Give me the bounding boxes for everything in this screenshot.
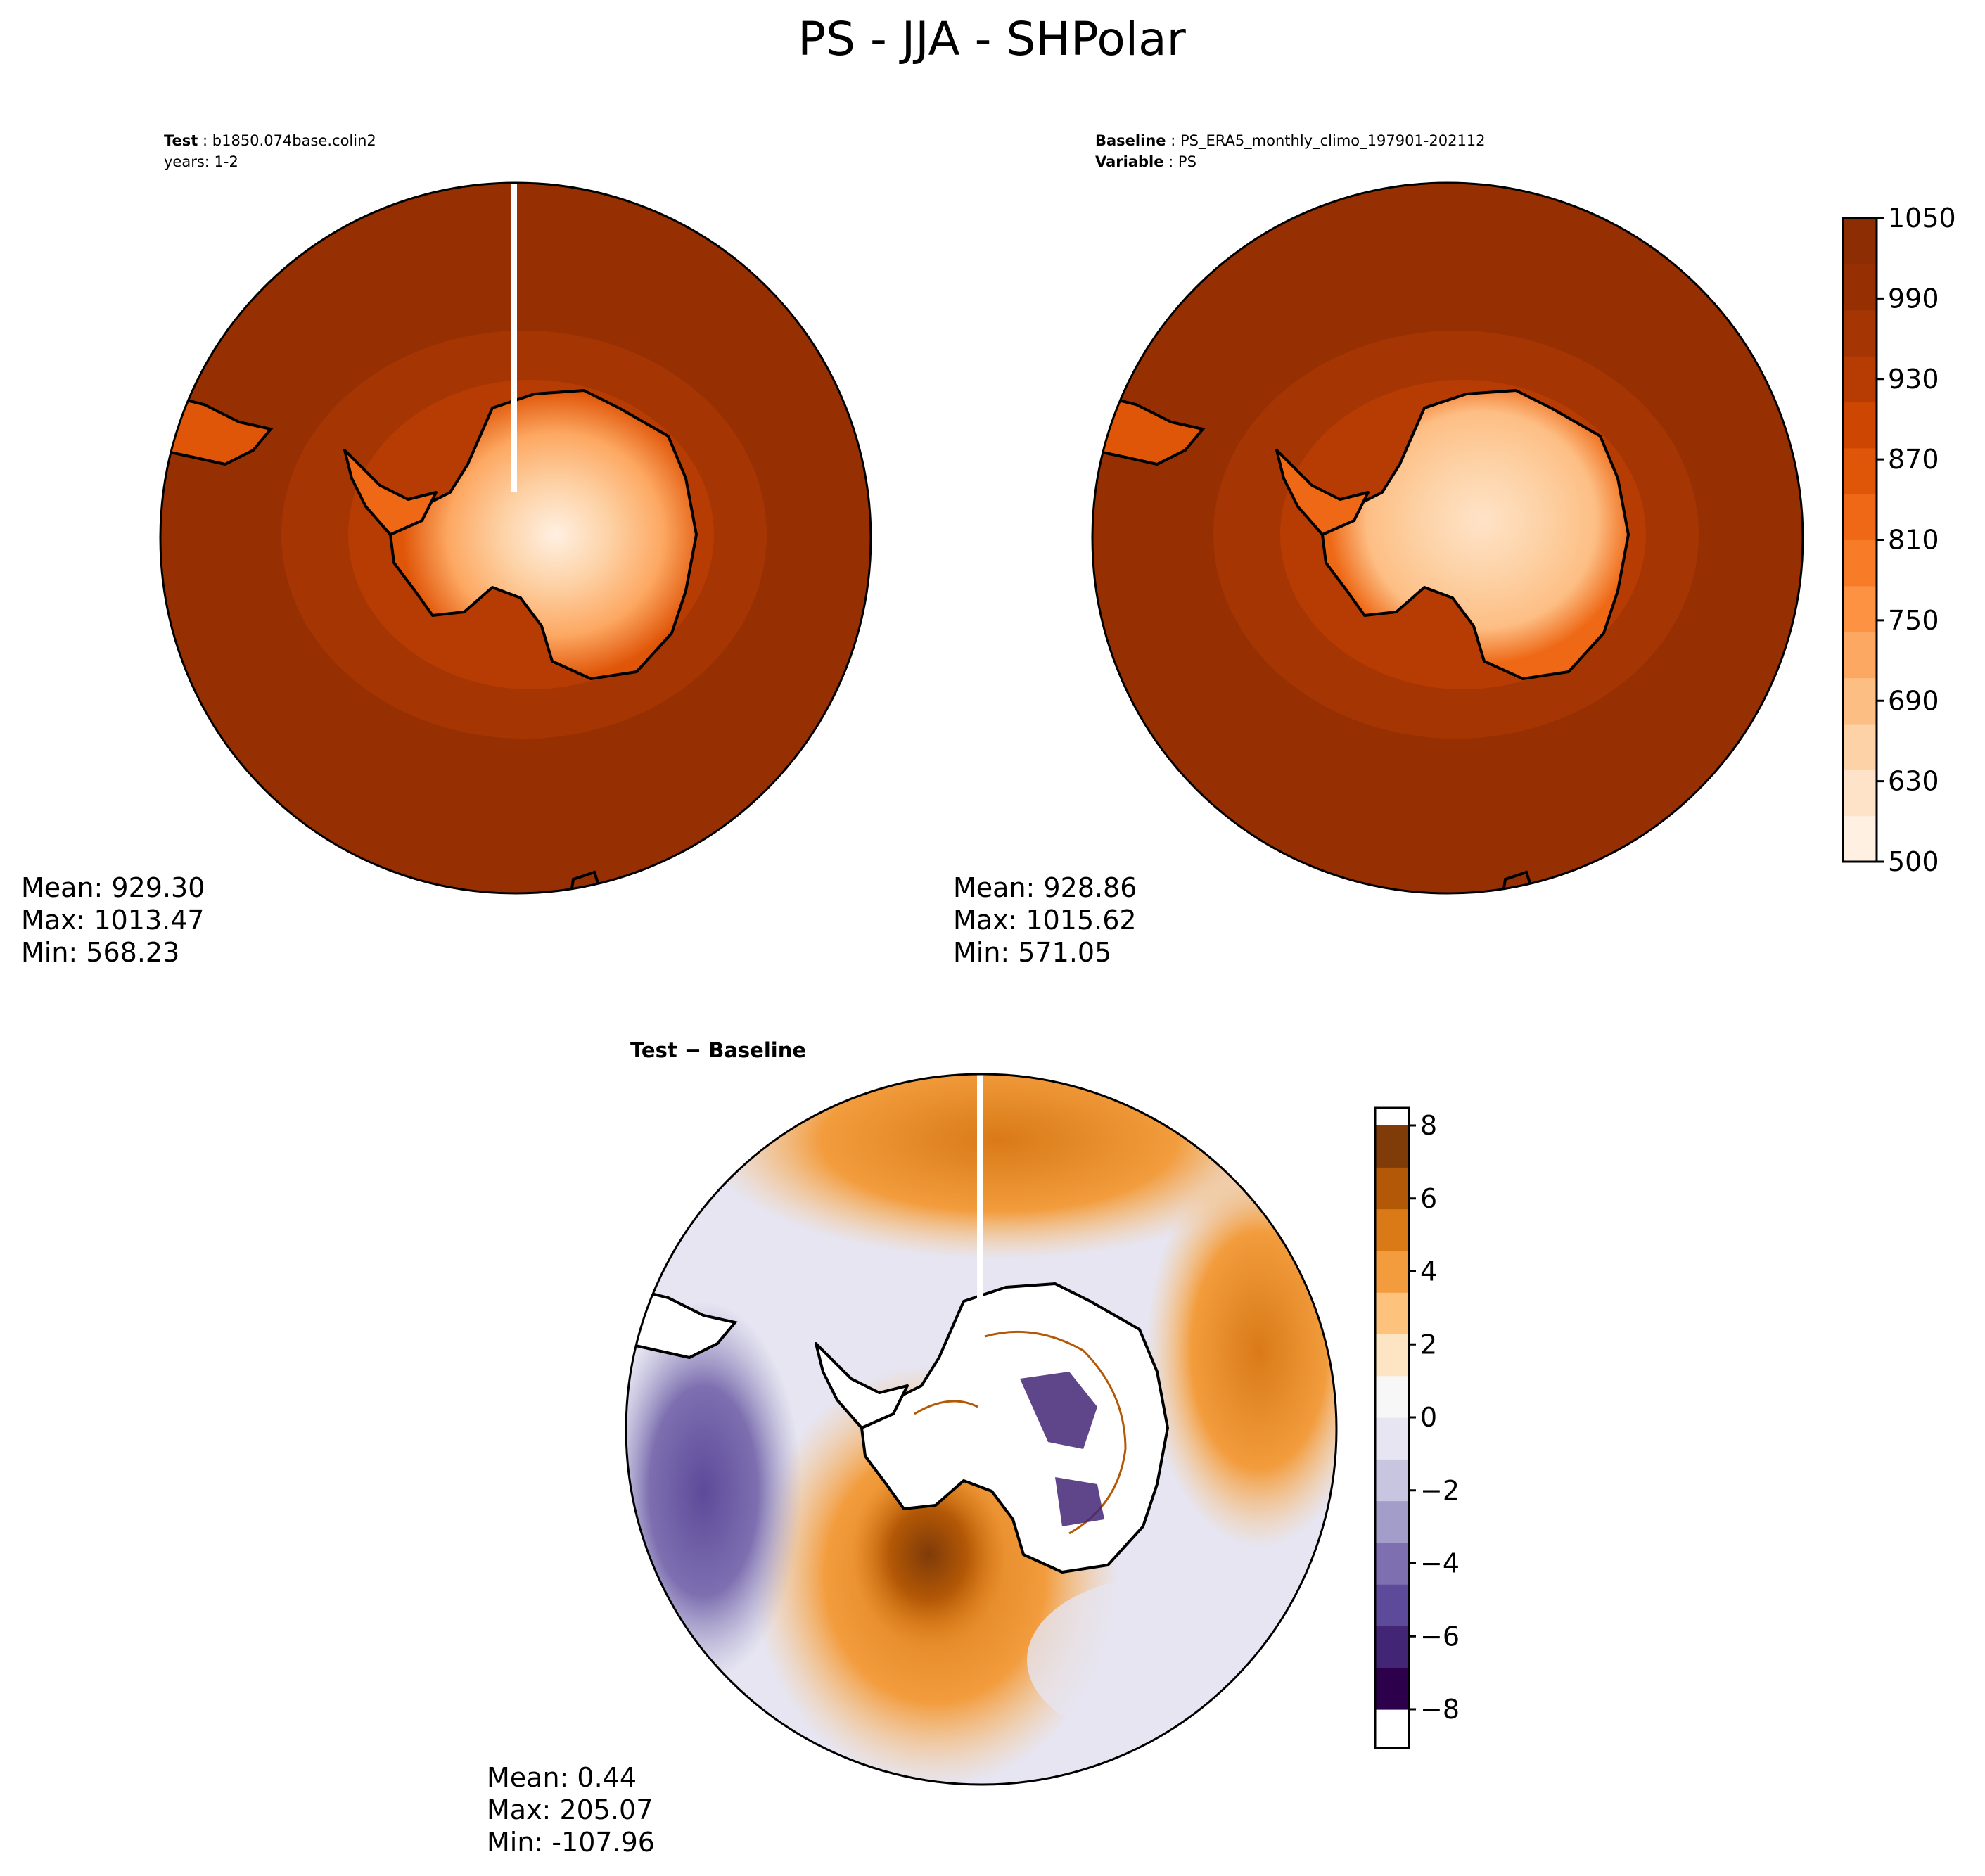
test-stat-min: Min: 568.23 [21,937,179,968]
field-colorbar-tick-label: 1050 [1888,203,1956,234]
diff-colorbar-block [1375,1542,1409,1585]
diff-colorbar-block [1375,1125,1409,1168]
field-colorbar-tick-label: 500 [1888,846,1939,877]
diff-colorbar-ticks: 8 6 4 2 0 −2 −4 −6 −8 [1409,1110,1460,1725]
diff-colorbar-block [1375,1417,1409,1460]
field-colorbar-block [1843,632,1877,679]
baseline-header-line-1: Baseline : PS_ERA5_monthly_climo_197901-… [1095,132,1486,150]
difference-stat-min: Min: -107.96 [487,1827,655,1858]
field-colorbar-block [1843,447,1877,494]
diff-colorbar-tick-label: 8 [1420,1110,1437,1141]
field-colorbar-blocks [1843,218,1877,862]
diff-colorbar-tick-label: −6 [1420,1621,1460,1652]
diff-brown-center [851,1463,1006,1646]
diff-colorbar-block [1375,1375,1409,1418]
diff-colorbar: 8 6 4 2 0 −2 −4 −6 −8 [1374,1106,1460,1749]
diff-light-southeast [1027,1576,1308,1744]
panel-baseline: Baseline : PS_ERA5_monthly_climo_197901-… [953,132,1804,968]
diff-purple-west [626,1301,802,1681]
test-stat-mean: Mean: 929.30 [21,872,205,903]
test-map [160,183,871,893]
diff-colorbar-block [1375,1250,1409,1293]
diff-colorbar-tick-label: −2 [1420,1475,1460,1506]
difference-map-boundary [625,1073,1338,1786]
test-stat-max: Max: 1013.47 [21,905,205,936]
diff-colorbar-block [1375,1292,1409,1335]
diff-negative-patches [1020,1372,1104,1526]
diff-colorbar-block [1375,1667,1409,1710]
diff-colorbar-blocks [1375,1125,1409,1710]
baseline-stat-min: Min: 571.05 [953,937,1111,968]
panel-test: Test : b1850.074base.colin2 years: 1-2 M… [21,132,872,968]
field-colorbar-block [1843,770,1877,817]
field-colorbar-block [1843,402,1877,449]
diff-colorbar-block [1375,1334,1409,1377]
figure-title: PS - JJA - SHPolar [798,12,1186,66]
field-colorbar-tick-label: 810 [1888,525,1939,556]
field-colorbar-tick-label: 630 [1888,766,1939,797]
test-missing-meridian [511,183,517,492]
diff-colorbar-block [1375,1167,1409,1210]
baseline-header-line-2: Variable : PS [1095,153,1196,170]
diff-colorbar-block [1375,1208,1409,1251]
field-colorbar-block [1843,356,1877,403]
diff-colorbar-frame [1374,1106,1410,1749]
field-colorbar-block [1843,677,1877,725]
difference-map [626,1074,1336,1785]
diff-orange-east [1147,1154,1336,1548]
field-colorbar-tick-label: 690 [1888,685,1939,716]
test-map-boundary [159,181,872,895]
test-header-line-1: Test : b1850.074base.colin2 [164,132,376,149]
diff-colorbar-block [1375,1626,1409,1668]
field-colorbar-block [1843,540,1877,587]
diff-peninsula [815,1342,909,1429]
field-colorbar-block [1843,585,1877,632]
field-colorbar-block [1843,264,1877,311]
diff-colorbar-block [1375,1500,1409,1543]
field-colorbar-tick-label: 750 [1888,605,1939,636]
diff-antarctica-contours [914,1330,1127,1535]
diff-missing-meridian [977,1074,983,1384]
test-header-line-2: years: 1-2 [164,153,238,170]
panel-difference: Test − Baseline Mean: 0.44 Max: 205.07 M… [487,1038,1338,1858]
diff-colorbar-tick-label: 6 [1420,1183,1437,1214]
field-colorbar-tick-label: 870 [1888,444,1939,475]
field-colorbar-ticks: 1050 990 930 870 810 750 690 630 500 [1877,203,1956,877]
baseline-map-boundary [1091,181,1804,895]
diff-colorbar-tick-label: −8 [1420,1694,1460,1725]
field-colorbar-tick-label: 930 [1888,364,1939,395]
difference-stat-max: Max: 205.07 [487,1794,653,1825]
field-colorbar-block [1843,218,1877,264]
diff-colorbar-tick-label: −4 [1420,1548,1460,1579]
test-peninsula [343,449,438,536]
diff-colorbar-block [1375,1584,1409,1627]
baseline-stat-max: Max: 1015.62 [953,905,1137,936]
difference-header: Test − Baseline [630,1038,806,1062]
field-colorbar-block [1843,494,1877,541]
field-colorbar-block [1843,723,1877,770]
diff-colorbar-tick-label: 2 [1420,1329,1437,1360]
baseline-stat-mean: Mean: 928.86 [953,872,1137,903]
field-colorbar-tick-label: 990 [1888,283,1939,314]
field-colorbar-block [1843,815,1877,862]
diff-colorbar-block [1375,1459,1409,1502]
field-colorbar: 1050 990 930 870 810 750 690 630 500 [1842,203,1956,877]
field-colorbar-block [1843,310,1877,357]
baseline-map [1092,183,1803,893]
difference-stat-mean: Mean: 0.44 [487,1762,637,1793]
diff-colorbar-tick-label: 4 [1420,1256,1437,1287]
baseline-peninsula [1275,449,1370,536]
diff-colorbar-tick-label: 0 [1420,1402,1437,1433]
